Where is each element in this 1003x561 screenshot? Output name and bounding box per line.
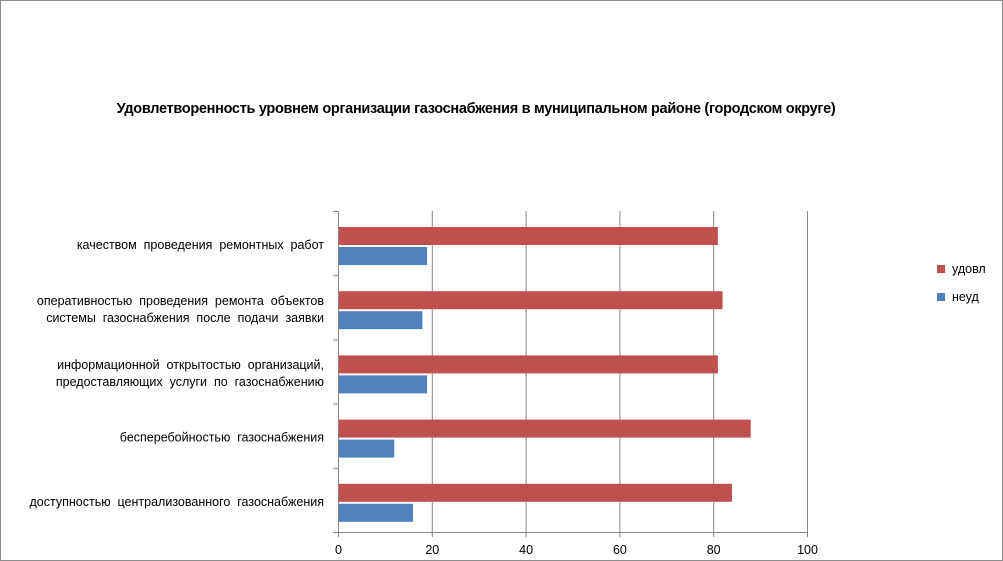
x-tick-label-40: 40: [519, 543, 533, 557]
legend-swatch-neud: [937, 293, 945, 301]
bar-neud-3: [338, 439, 395, 458]
category-label-2-0: информационной открытостью организаций,: [57, 358, 324, 372]
bar-udovl-3: [338, 419, 751, 438]
bar-udovl-2: [338, 355, 718, 374]
bar-neud-4: [338, 503, 414, 522]
x-tick-label-20: 20: [425, 543, 439, 557]
bar-neud-0: [338, 247, 428, 265]
category-label-1-0: оперативностью проведения ремонта объект…: [37, 294, 324, 308]
legend-swatch-udovl: [937, 265, 945, 273]
category-label-0-0: качеством проведения ремонтных работ: [77, 238, 324, 252]
bar-udovl-4: [338, 483, 732, 502]
legend-item-neud: неуд: [937, 287, 986, 307]
bar-udovl-1: [338, 291, 723, 310]
bar-neud-1: [338, 311, 423, 330]
x-tick-label-60: 60: [613, 543, 627, 557]
category-label-2-1: предоставляющих услуги по газоснабжению: [56, 375, 324, 389]
legend: удовл неуд: [937, 259, 986, 315]
category-label-3-0: бесперебойностью газоснабжения: [120, 431, 324, 445]
x-tick-label-0: 0: [335, 543, 342, 557]
category-label-4-0: доступностью централизованного газоснабж…: [30, 495, 325, 509]
legend-label-neud: неуд: [952, 290, 979, 304]
legend-label-udovl: удовл: [952, 262, 986, 276]
legend-item-udovl: удовл: [937, 259, 986, 279]
x-tick-label-100: 100: [797, 543, 818, 557]
bar-neud-2: [338, 375, 428, 394]
chart-title: Удовлетворенность уровнем организации га…: [116, 101, 836, 117]
category-label-1-1: системы газоснабжения после подачи заявк…: [46, 311, 324, 325]
bar-udovl-0: [338, 227, 718, 245]
x-tick-label-80: 80: [707, 543, 721, 557]
